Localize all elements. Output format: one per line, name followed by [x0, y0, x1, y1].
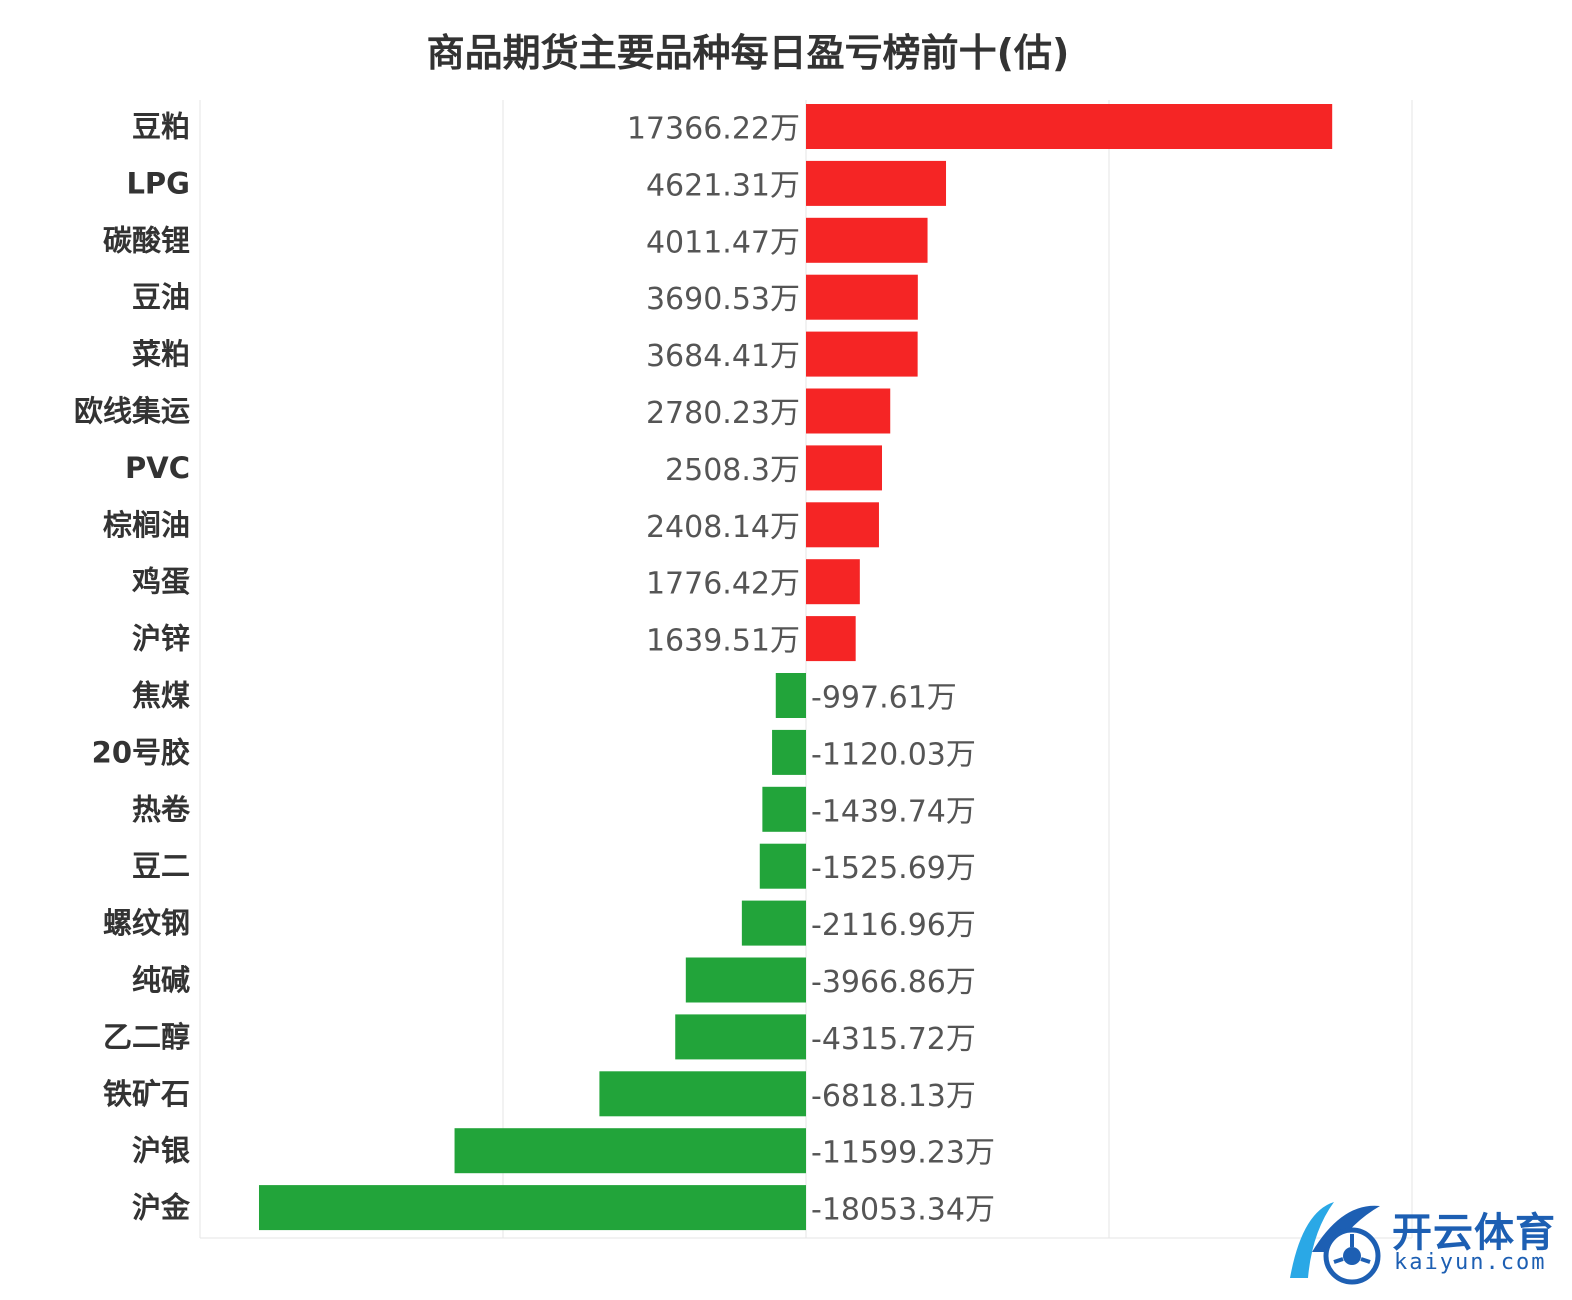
data-label: 3684.41万: [646, 339, 800, 374]
bar: [772, 729, 806, 775]
data-label: 2780.23万: [646, 396, 800, 431]
category-label: 棕榈油: [103, 508, 190, 542]
grid-lines: [199, 100, 1413, 1239]
data-label: 1776.42万: [646, 567, 800, 602]
category-label: 豆二: [132, 849, 190, 883]
bar: [806, 217, 928, 263]
bar: [759, 843, 806, 889]
bars: [258, 104, 1333, 1231]
data-label: -1525.69万: [811, 851, 976, 886]
bar: [806, 160, 947, 206]
category-label: 铁矿石: [103, 1077, 190, 1111]
category-label: 豆粕: [132, 110, 190, 144]
category-label: PVC: [125, 451, 190, 485]
data-label: -1120.03万: [811, 737, 976, 772]
category-label: 沪金: [132, 1191, 191, 1225]
category-label: 欧线集运: [74, 394, 190, 428]
data-label: -997.61万: [811, 681, 957, 716]
bar: [806, 616, 856, 662]
bar: [775, 673, 806, 718]
category-label: 螺纹钢: [103, 906, 190, 940]
category-label: 热卷: [132, 792, 191, 826]
data-label: -4315.72万: [811, 1022, 976, 1057]
category-label: 鸡蛋: [132, 565, 190, 599]
category-label: 碳酸锂: [103, 223, 190, 257]
bar: [741, 900, 806, 946]
data-label: 2408.14万: [646, 510, 800, 545]
bar: [806, 331, 918, 377]
data-label: 4011.47万: [646, 225, 800, 260]
category-label: LPG: [126, 166, 190, 200]
bar: [685, 957, 806, 1003]
bar: [806, 274, 918, 320]
data-label: 1639.51万: [646, 624, 800, 659]
category-label: 20号胶: [92, 735, 190, 769]
data-label: 17366.22万: [627, 112, 800, 147]
data-label: -3966.86万: [811, 965, 976, 1000]
chart-title: 商品期货主要品种每日盈亏榜前十(估): [426, 31, 1070, 75]
data-label: -6818.13万: [811, 1079, 976, 1114]
bar: [258, 1185, 807, 1231]
bar: [599, 1071, 806, 1117]
data-label: 2508.3万: [665, 453, 800, 488]
data-label: -1439.74万: [811, 794, 976, 829]
category-label: 纯碱: [132, 963, 190, 997]
category-label: 沪锌: [132, 622, 190, 656]
bar: [806, 445, 883, 491]
watermark-brand: 开云体育: [1392, 1210, 1556, 1256]
bar: [762, 786, 806, 832]
bar: [806, 559, 860, 605]
watermark-logo: 开云体育 kaiyun.com: [1282, 1192, 1562, 1288]
bar: [806, 104, 1333, 149]
data-label: -11599.23万: [811, 1136, 995, 1171]
category-label: 焦煤: [132, 679, 190, 713]
bar: [454, 1128, 806, 1174]
data-label: -2116.96万: [811, 908, 976, 943]
bar: [806, 502, 879, 548]
bar: [675, 1014, 806, 1060]
data-label: 4621.31万: [646, 168, 800, 203]
data-label: -18053.34万: [811, 1193, 995, 1228]
category-label: 豆油: [132, 280, 190, 314]
bar: [806, 388, 891, 434]
category-label: 菜粕: [132, 337, 190, 371]
category-label: 乙二醇: [103, 1020, 190, 1054]
data-label: 3690.53万: [646, 282, 800, 317]
category-label: 沪银: [132, 1134, 190, 1168]
kaiyun-logo-icon: [1290, 1202, 1381, 1285]
watermark-domain: kaiyun.com: [1394, 1250, 1547, 1275]
